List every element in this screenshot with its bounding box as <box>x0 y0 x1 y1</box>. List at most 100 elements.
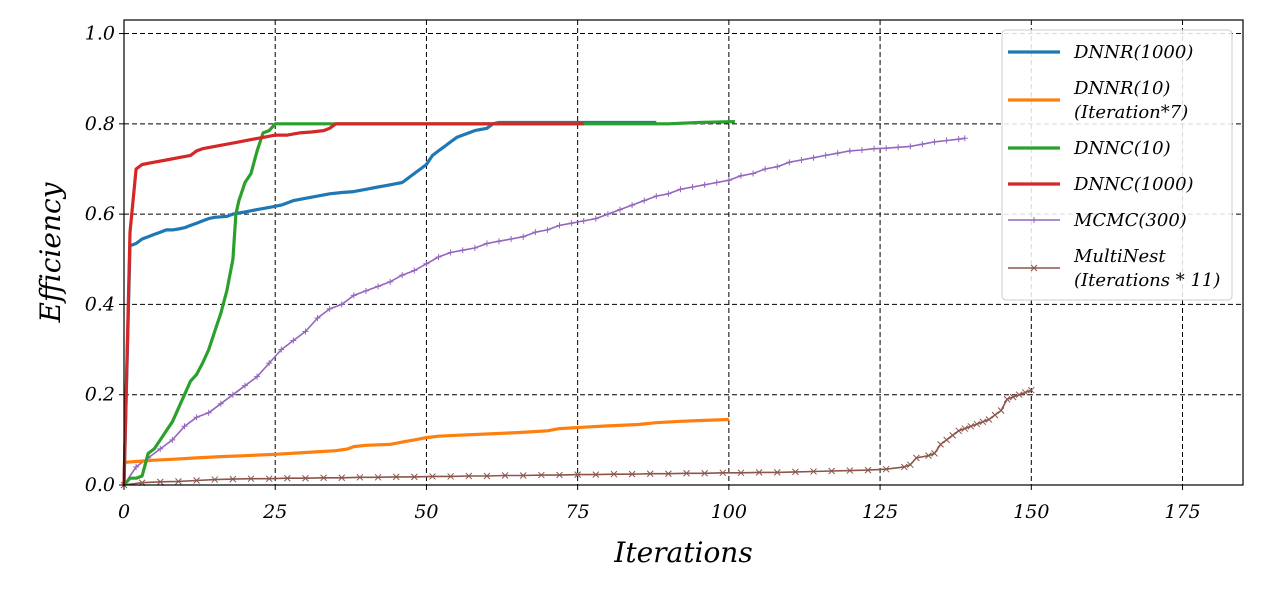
x-tick-label: 175 <box>1164 501 1200 523</box>
series-1 <box>123 417 729 464</box>
data-point <box>810 468 817 475</box>
data-point <box>900 463 908 471</box>
data-point <box>519 472 527 479</box>
data-point <box>435 254 442 261</box>
data-point <box>229 475 237 483</box>
data-point <box>356 473 364 481</box>
data-point <box>538 471 545 479</box>
data-point <box>392 473 400 481</box>
data-point <box>193 414 200 421</box>
legend-label: DNNC(10) <box>1073 138 1171 159</box>
data-point <box>387 278 394 285</box>
series-line <box>123 389 1032 486</box>
data-point <box>483 240 490 247</box>
data-point <box>266 360 273 367</box>
data-point <box>1003 395 1011 403</box>
data-point <box>362 287 369 294</box>
legend-label: (Iterations * 11) <box>1074 270 1220 291</box>
y-tick-label: 0.6 <box>85 203 115 225</box>
data-point <box>423 260 430 267</box>
data-point <box>496 238 503 245</box>
legend-entry: DNNC(10) <box>1008 138 1171 159</box>
data-point <box>931 138 938 145</box>
data-point <box>871 145 878 152</box>
data-point <box>278 346 285 353</box>
data-point <box>991 411 999 419</box>
data-point <box>459 247 466 254</box>
data-point <box>254 373 261 380</box>
data-point <box>133 463 140 470</box>
data-point <box>532 229 539 236</box>
data-point <box>544 226 551 233</box>
data-point <box>229 391 236 398</box>
data-point <box>302 474 309 482</box>
data-point <box>641 197 648 204</box>
x-tick-label: 100 <box>711 501 747 523</box>
data-point <box>689 184 696 191</box>
data-point <box>265 475 273 483</box>
data-point <box>501 472 509 479</box>
data-point <box>925 452 932 460</box>
data-point <box>629 202 636 209</box>
plot-frame <box>123 19 1244 486</box>
series-line <box>123 417 729 464</box>
data-point <box>1027 386 1035 394</box>
data-point <box>864 466 872 474</box>
legend-box <box>1001 29 1233 301</box>
legend-entry: DNNR(1000) <box>1008 42 1193 63</box>
data-point <box>931 450 938 457</box>
data-point <box>211 476 219 483</box>
data-point <box>217 400 224 407</box>
data-point <box>374 473 382 481</box>
x-tick-label: 125 <box>862 501 898 523</box>
data-point <box>961 135 968 142</box>
data-point <box>665 190 672 197</box>
legend-entry: DNNC(1000) <box>1008 174 1194 195</box>
data-point <box>556 471 563 479</box>
data-point <box>973 420 981 428</box>
legend-label: MultiNest <box>1073 246 1166 267</box>
axis-ticks: 0 25 50 75 100 125 150 175 0.0 0.2 0.4 0.6 0.8 1.0 <box>85 23 1201 523</box>
data-point <box>834 150 841 157</box>
data-point <box>955 427 963 435</box>
data-point <box>737 172 744 179</box>
data-point <box>786 159 793 166</box>
data-point <box>604 211 611 218</box>
data-point <box>961 425 969 432</box>
y-axis-label: Efficiency <box>34 181 67 323</box>
legend-marker <box>1030 264 1038 272</box>
data-point <box>798 156 805 163</box>
data-point <box>241 382 248 389</box>
data-point <box>810 154 817 161</box>
data-point <box>247 475 255 483</box>
y-tick-label: 0.0 <box>85 474 115 496</box>
data-point <box>628 470 636 478</box>
data-point <box>520 233 527 240</box>
data-point <box>949 431 957 439</box>
data-point <box>338 474 346 482</box>
data-point <box>508 235 515 242</box>
data-point <box>906 461 914 469</box>
data-point <box>907 143 914 150</box>
data-point <box>955 136 962 143</box>
data-point <box>193 477 200 484</box>
y-tick-label: 0.8 <box>85 113 115 135</box>
data-point <box>181 423 188 430</box>
data-point <box>774 163 781 170</box>
series-line <box>123 137 965 486</box>
data-point <box>828 467 836 475</box>
data-point <box>792 468 799 476</box>
series-5 <box>120 386 1035 489</box>
legend-label: MCMC(300) <box>1073 210 1187 231</box>
y-tick-label: 0.2 <box>85 384 115 406</box>
series-4 <box>121 135 968 488</box>
data-point <box>683 469 690 477</box>
series-lines <box>120 120 1035 489</box>
data-point <box>283 474 291 482</box>
data-point <box>713 179 720 186</box>
data-point <box>822 152 829 159</box>
data-point <box>1009 393 1017 401</box>
data-point <box>846 467 854 474</box>
data-point <box>653 193 660 200</box>
data-point <box>997 407 1005 414</box>
